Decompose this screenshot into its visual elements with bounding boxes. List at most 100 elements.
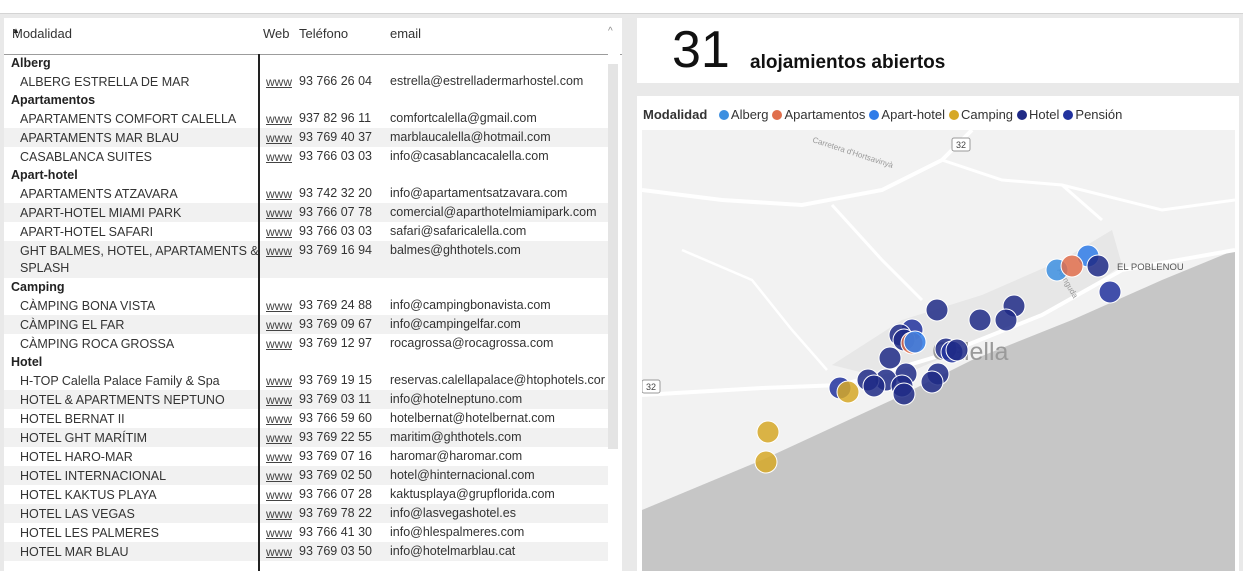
group-row[interactable]: Alberg: [4, 54, 608, 72]
legend-item-label[interactable]: Pensión: [1075, 107, 1123, 122]
map-marker-hotel[interactable]: [920, 370, 944, 394]
phone-number: 93 766 07 78: [299, 205, 372, 219]
table-row[interactable]: HOTEL BERNAT II www 93 766 59 60 hotelberna…: [4, 409, 608, 428]
table-row[interactable]: HOTEL LES PALMERES www 93 766 41 30 info@hl…: [4, 523, 608, 542]
group-row[interactable]: Apart-hotel: [4, 166, 608, 184]
legend-item-label[interactable]: Alberg: [730, 107, 769, 122]
accommodation-name: GHT BALMES, HOTEL, APARTAMENTS & SPLASH: [20, 244, 259, 275]
web-link[interactable]: www: [266, 393, 292, 407]
table-row[interactable]: APARTAMENTS ATZAVARA www 93 742 32 20 info@…: [4, 184, 608, 203]
group-row[interactable]: Apartamentos: [4, 91, 608, 109]
table-row[interactable]: CÀMPING EL FAR www 93 769 09 67 info@campin…: [4, 315, 608, 334]
map-view[interactable]: 32 32 Carretera d'Hortsavinyà Avinguda C…: [642, 130, 1235, 571]
web-link[interactable]: www: [266, 488, 292, 502]
web-link[interactable]: www: [266, 374, 292, 388]
email-address: safari@safaricalella.com: [390, 224, 527, 238]
scroll-up-icon[interactable]: ^: [608, 26, 613, 37]
phone-number: 93 769 24 88: [299, 298, 372, 312]
table-row[interactable]: CÀMPING BONA VISTA www 93 769 24 88 info@ca…: [4, 296, 608, 315]
web-link[interactable]: www: [266, 150, 292, 164]
map-marker-hotel[interactable]: [862, 374, 886, 398]
legend-item-label[interactable]: Camping: [961, 107, 1014, 122]
table-row[interactable]: APART-HOTEL SAFARI www 93 766 03 03 safari@…: [4, 222, 608, 241]
legend-dot: [949, 110, 960, 120]
phone-number: 93 766 26 04: [299, 74, 372, 88]
accommodation-name: HOTEL GHT MARÍTIM: [20, 431, 148, 445]
table-row[interactable]: HOTEL GHT MARÍTIM www 93 769 22 55 maritim@…: [4, 428, 608, 447]
sort-ascending-icon[interactable]: ▲: [12, 26, 20, 35]
table-row[interactable]: HOTEL LAS VEGAS www 93 769 78 22 info@lasve…: [4, 504, 608, 523]
table-row[interactable]: CÀMPING ROCA GROSSA www 93 769 12 97 rocagr…: [4, 334, 608, 353]
table-row[interactable]: HOTEL MAR BLAU www 93 769 03 50 info@hotelm…: [4, 542, 608, 561]
web-link[interactable]: www: [266, 244, 292, 258]
phone-number: 93 769 03 50: [299, 544, 372, 558]
col-header-modalidad[interactable]: Modalidad: [12, 26, 72, 41]
accommodation-name: HOTEL HARO-MAR: [20, 450, 133, 464]
col-header-email[interactable]: email: [390, 26, 422, 41]
group-row[interactable]: Camping: [4, 278, 608, 296]
map-marker-hotel[interactable]: [994, 308, 1018, 332]
legend-item-label[interactable]: Hotel: [1029, 107, 1060, 122]
web-link[interactable]: www: [266, 318, 292, 332]
web-link[interactable]: www: [266, 431, 292, 445]
kpi-value: 31: [672, 21, 730, 79]
web-link[interactable]: www: [266, 526, 292, 540]
table-row[interactable]: GHT BALMES, HOTEL, APARTAMENTS & SPLASH w…: [4, 241, 608, 278]
map-markers: [754, 244, 1122, 474]
table-row[interactable]: APARTAMENTS MAR BLAU www 93 769 40 37 marbl…: [4, 128, 608, 147]
phone-number: 93 769 22 55: [299, 430, 372, 444]
web-link[interactable]: www: [266, 225, 292, 239]
map-marker-hotel[interactable]: [925, 298, 949, 322]
accommodation-name: HOTEL INTERNACIONAL: [20, 469, 167, 483]
legend-item-label[interactable]: Apartamentos: [784, 107, 866, 122]
web-link[interactable]: www: [266, 450, 292, 464]
map-marker-hotel[interactable]: [892, 382, 916, 406]
table-row[interactable]: ALBERG ESTRELLA DE MAR www 93 766 26 04 est…: [4, 72, 608, 91]
web-link[interactable]: www: [266, 187, 292, 201]
web-link[interactable]: www: [266, 412, 292, 426]
web-link[interactable]: www: [266, 75, 292, 89]
map-marker-camping[interactable]: [756, 420, 780, 444]
legend-item-label[interactable]: Apart-hotel: [881, 107, 946, 122]
group-row[interactable]: Hotel: [4, 353, 608, 371]
phone-number: 93 742 32 20: [299, 186, 372, 200]
accommodation-name: CÀMPING BONA VISTA: [20, 299, 156, 313]
table-row[interactable]: HOTEL & APARTMENTS NEPTUNO www 93 769 03 1…: [4, 390, 608, 409]
col-header-web[interactable]: Web: [263, 26, 290, 41]
map-marker-pensin[interactable]: [1098, 280, 1122, 304]
table-row[interactable]: APART-HOTEL MIAMI PARK www 93 766 07 78 com…: [4, 203, 608, 222]
group-label: Hotel: [11, 355, 43, 369]
map-marker-apartamentos[interactable]: [1060, 254, 1084, 278]
map-marker-hotel[interactable]: [878, 346, 902, 370]
web-link[interactable]: www: [266, 469, 292, 483]
road-hortsavinya: [642, 130, 974, 208]
table-row[interactable]: APARTAMENTS COMFORT CALELLA www 937 82 96 …: [4, 109, 608, 128]
accommodation-table: Modalidad ▲ Web Teléfono email ^ Alberg A…: [4, 18, 622, 571]
table-row[interactable]: H-TOP Calella Palace Family & Spa www 93 7…: [4, 371, 608, 390]
map-marker-aparthotel[interactable]: [903, 330, 927, 354]
map-marker-hotel[interactable]: [968, 308, 992, 332]
web-link[interactable]: www: [266, 206, 292, 220]
web-link[interactable]: www: [266, 131, 292, 145]
table-row[interactable]: HOTEL KAKTUS PLAYA www 93 766 07 28 kaktusp…: [4, 485, 608, 504]
col-header-telefono[interactable]: Teléfono: [299, 26, 349, 41]
table-row[interactable]: HOTEL INTERNACIONAL www 93 769 02 50 hotel@…: [4, 466, 608, 485]
map-marker-hotel[interactable]: [945, 338, 969, 362]
table-row[interactable]: HOTEL HARO-MAR www 93 769 07 16 haromar@har…: [4, 447, 608, 466]
web-link[interactable]: www: [266, 112, 292, 126]
map-svg[interactable]: 32 32 Carretera d'Hortsavinyà Avinguda C…: [642, 130, 1235, 571]
phone-number: 93 766 03 03: [299, 149, 372, 163]
accommodation-name: APARTAMENTS MAR BLAU: [20, 131, 180, 145]
web-link[interactable]: www: [266, 545, 292, 559]
map-marker-camping[interactable]: [754, 450, 778, 474]
map-marker-hotel[interactable]: [1086, 254, 1110, 278]
phone-number: 937 82 96 11: [299, 111, 372, 125]
web-link[interactable]: www: [266, 337, 292, 351]
email-address: comercial@aparthotelmiamipark.com: [390, 205, 597, 219]
web-link[interactable]: www: [266, 299, 292, 313]
scrollbar-thumb[interactable]: [608, 64, 618, 449]
table-row[interactable]: CASABLANCA SUITES www 93 766 03 03 info@cas…: [4, 147, 608, 166]
map-marker-camping[interactable]: [836, 380, 860, 404]
road-local: [830, 203, 924, 302]
web-link[interactable]: www: [266, 507, 292, 521]
